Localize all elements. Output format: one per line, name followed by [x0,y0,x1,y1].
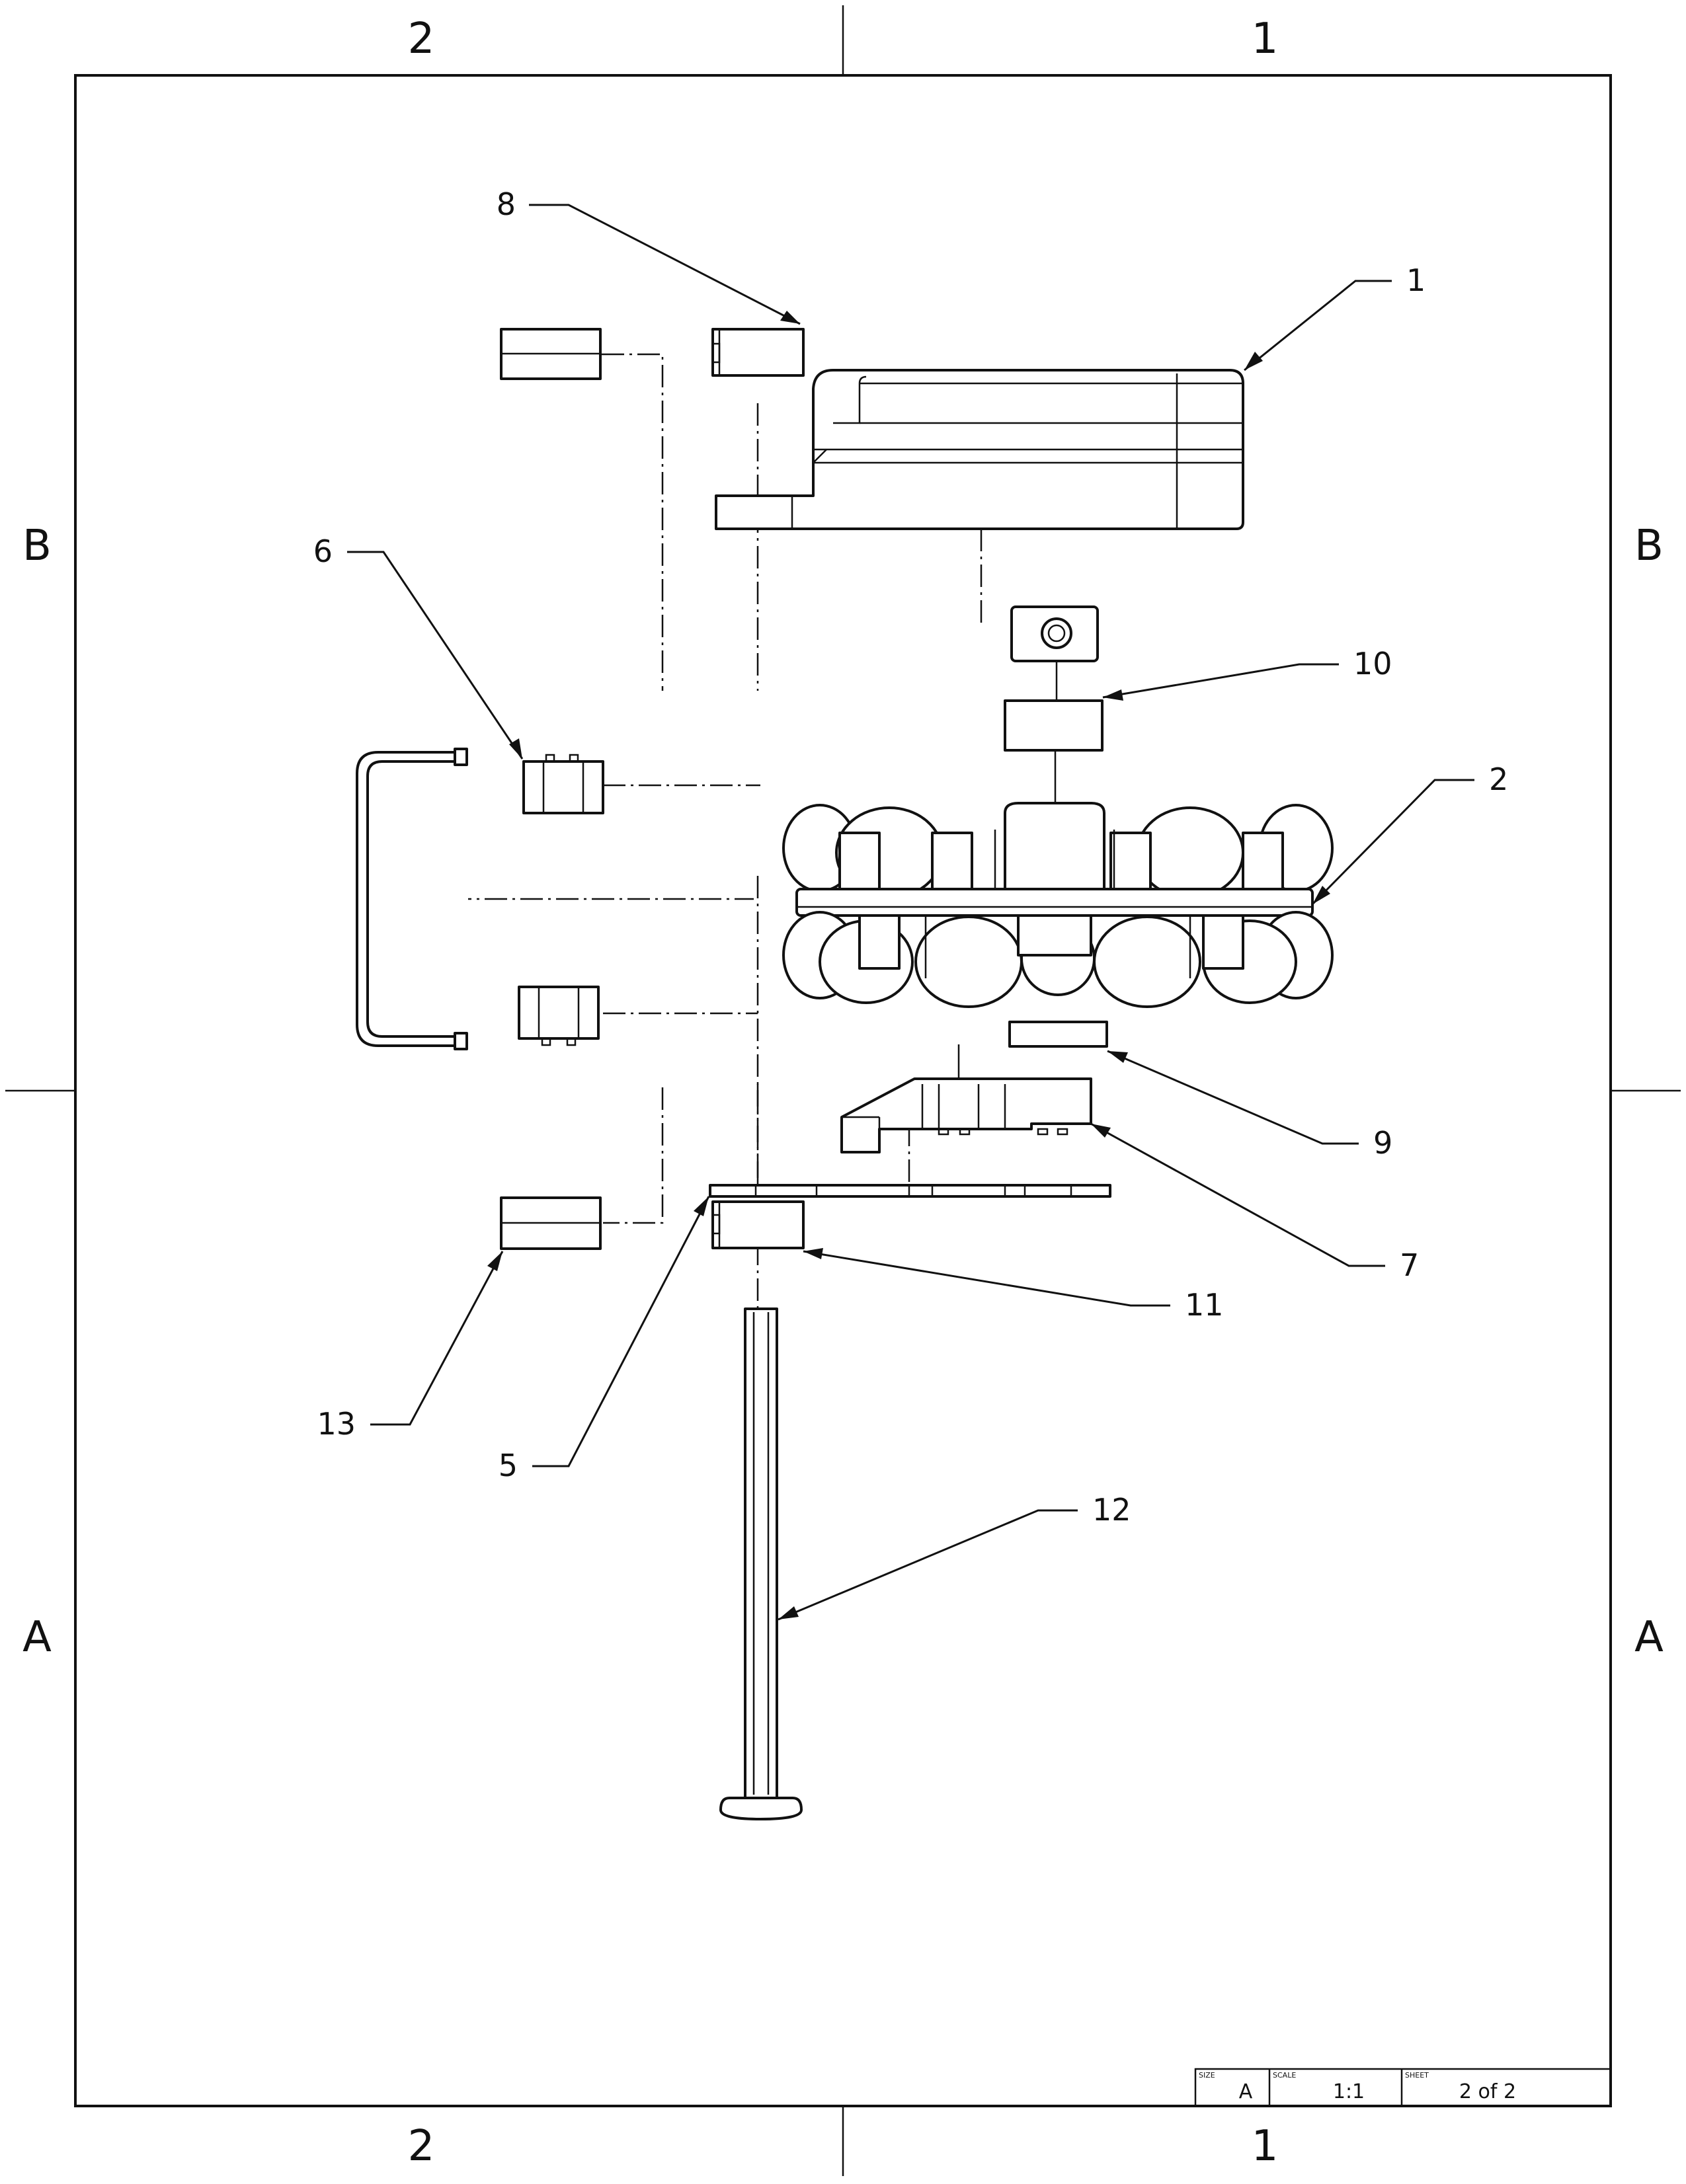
zone-label-left-A: A [22,1613,52,1662]
part-6-clip-lower [518,986,600,1046]
title-block-size-value: A [1239,2080,1253,2103]
balloon-13: 13 [317,1406,356,1442]
title-block-sheet-label: SHEET [1405,2071,1429,2080]
part-10-block [1004,699,1104,752]
balloon-10: 10 [1353,646,1392,682]
part-12-bolt [719,1307,803,1820]
title-block: SIZE A SCALE 1:1 SHEET 2 of 2 [1194,2068,1612,2107]
u-handle [356,751,468,1047]
balloon-2: 2 [1489,761,1508,797]
u-handle-end-upper [454,748,468,766]
zone-label-bottom-2: 2 [408,2122,435,2171]
balloon-8: 8 [497,186,516,222]
part-9-plate [1008,1021,1108,1048]
upper-left-insert [500,328,602,380]
balloon-12: 12 [1092,1492,1131,1528]
balloon-9: 9 [1373,1125,1392,1161]
leader-lines [347,204,1474,1621]
title-block-size-label: SIZE [1199,2071,1215,2080]
zone-label-right-A: A [1634,1613,1664,1662]
centerlines [413,353,983,1315]
title-block-sheet-value: 2 of 2 [1459,2080,1516,2103]
balloon-5: 5 [499,1448,518,1483]
zone-label-top-2: 2 [408,15,435,63]
part-1-housing [715,369,1244,530]
title-block-scale-label: SCALE [1273,2071,1296,2080]
part-6-clip-upper [522,754,604,814]
balloon-1: 1 [1406,262,1425,298]
zone-label-bottom-1: 1 [1252,2122,1279,2171]
part-2-omni-wheel [782,802,1334,1008]
balloon-6: 6 [313,533,333,569]
u-handle-end-lower [454,1032,468,1050]
balloon-11: 11 [1185,1287,1224,1323]
part-13-insert [500,1196,602,1250]
zone-label-right-B: B [1634,522,1664,570]
balloon-7: 7 [1400,1247,1419,1283]
screw-head [1010,605,1099,701]
zone-label-left-B: B [22,522,52,570]
part-11-spacer [711,1200,805,1249]
part-5-plate [709,1184,1111,1198]
title-block-scale-value: 1:1 [1333,2080,1365,2103]
part-7-bracket [840,1044,1092,1153]
zone-label-top-1: 1 [1252,15,1279,63]
part-8-spacer [711,328,805,377]
